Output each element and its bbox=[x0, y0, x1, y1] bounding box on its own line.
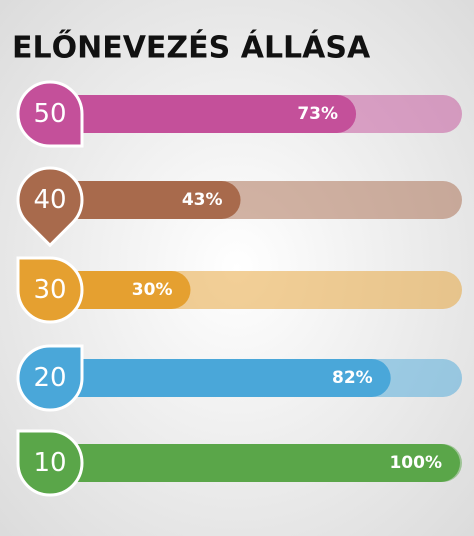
bar bbox=[40, 444, 460, 482]
value-label: 82% bbox=[332, 368, 373, 388]
category-badge bbox=[16, 256, 84, 324]
category-label: 10 bbox=[33, 448, 66, 478]
category-label: 30 bbox=[33, 275, 66, 305]
value-label: 73% bbox=[297, 104, 338, 124]
bar bbox=[40, 181, 241, 219]
category-badge bbox=[16, 166, 84, 248]
category-badge bbox=[16, 344, 84, 412]
category-label: 50 bbox=[33, 99, 66, 129]
bar bbox=[40, 359, 391, 397]
bar bbox=[40, 95, 357, 133]
value-label: 43% bbox=[182, 190, 223, 210]
category-label: 40 bbox=[33, 185, 66, 215]
category-badge bbox=[16, 429, 84, 497]
category-badge bbox=[16, 80, 84, 148]
value-label: 30% bbox=[132, 280, 173, 300]
chart-title: ELŐNEVEZÉS ÁLLÁSA bbox=[12, 29, 371, 66]
category-label: 20 bbox=[33, 363, 66, 393]
value-label: 100% bbox=[389, 453, 442, 473]
